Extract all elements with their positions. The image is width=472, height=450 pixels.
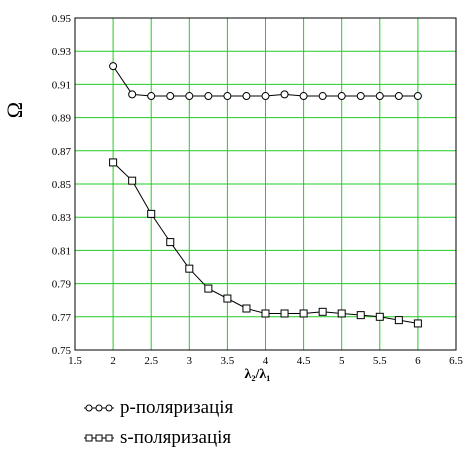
legend-label-p: p-поляризація — [120, 397, 234, 418]
data-point — [318, 92, 327, 101]
y-tick-label: 0.81 — [52, 245, 71, 257]
x-tick-label: 6 — [415, 355, 421, 367]
data-point — [413, 319, 422, 328]
data-point — [356, 311, 365, 320]
data-point — [185, 264, 194, 273]
data-point — [185, 92, 194, 101]
data-point — [166, 92, 175, 101]
x-tick-label: 5 — [339, 355, 345, 367]
y-tick-label: 0.87 — [52, 146, 72, 158]
series-s — [109, 158, 422, 328]
series-p — [109, 62, 422, 101]
x-tick-label: 5.5 — [373, 355, 387, 367]
x-tick-label: 6.5 — [449, 355, 463, 367]
data-point — [261, 309, 270, 318]
x-tick-label: 2 — [110, 355, 116, 367]
y-tick-label: 0.85 — [52, 179, 72, 191]
x-tick-label: 1.5 — [68, 355, 82, 367]
data-point — [223, 294, 232, 303]
data-point — [337, 309, 346, 318]
data-point — [166, 238, 175, 247]
legend-item-s: s-поляризація — [84, 427, 231, 449]
data-point — [128, 176, 137, 185]
x-tick-label: 2.5 — [144, 355, 158, 367]
x-tick-label: 4 — [263, 355, 269, 367]
tick-labels: 1.5 2 2.5 3 3.5 4 4.5 5 5.5 6 6.5 0.75 0.77 0.79 0.81 0… — [52, 13, 464, 367]
data-point — [394, 316, 403, 325]
legend-marker-circle-icon — [84, 404, 114, 412]
data-point — [223, 92, 232, 101]
data-point — [147, 92, 156, 101]
legend-item-p: p-поляризація — [84, 397, 233, 419]
y-axis-label: Ω — [2, 102, 27, 118]
x-axis-label: λ₂/λ₁ — [244, 367, 270, 382]
data-point — [242, 92, 251, 101]
data-point — [204, 284, 213, 293]
plot-frame — [74, 17, 457, 351]
x-tick-label: 3 — [187, 355, 193, 367]
legend-marker-square-icon — [84, 434, 114, 442]
data-point — [128, 90, 137, 99]
data-point — [337, 92, 346, 101]
y-tick-label: 0.79 — [52, 279, 72, 291]
data-point — [394, 92, 403, 101]
data-point — [318, 307, 327, 316]
legend-label-s: s-поляризація — [120, 427, 232, 448]
series — [109, 62, 422, 328]
y-tick-label: 0.89 — [52, 113, 72, 125]
data-point — [109, 62, 118, 71]
data-point — [299, 92, 308, 101]
data-point — [242, 304, 251, 313]
y-tick-label: 0.95 — [52, 13, 72, 25]
data-point — [147, 209, 156, 218]
data-point — [356, 92, 365, 101]
data-point — [261, 92, 270, 101]
data-point — [109, 158, 118, 167]
data-point — [280, 309, 289, 318]
data-point — [299, 309, 308, 318]
y-tick-label: 0.77 — [52, 312, 72, 324]
data-point — [204, 92, 213, 101]
x-tick-label: 4.5 — [297, 355, 311, 367]
data-point — [375, 92, 384, 101]
y-tick-label: 0.83 — [52, 212, 72, 224]
data-point — [413, 92, 422, 101]
y-tick-label: 0.91 — [52, 79, 71, 91]
data-point — [280, 90, 289, 99]
data-point — [375, 312, 384, 321]
y-tick-label: 0.93 — [52, 46, 72, 58]
grid — [75, 18, 456, 350]
x-tick-label: 3.5 — [221, 355, 235, 367]
y-tick-label: 0.75 — [52, 345, 72, 357]
